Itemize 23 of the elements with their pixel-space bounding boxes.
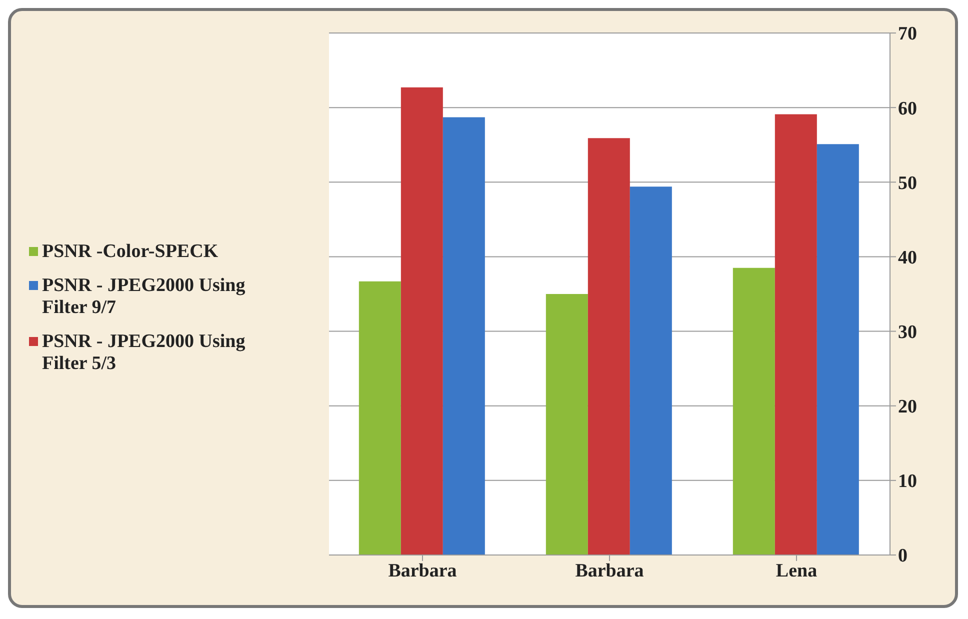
y-tick-label: 60 (898, 98, 917, 120)
y-tick-label: 10 (898, 471, 917, 492)
bar (358, 281, 401, 555)
x-tick-label: Barbara (388, 560, 458, 582)
y-tick-label: 70 (898, 24, 917, 45)
x-tick-label: Barbara (575, 560, 644, 582)
bar (774, 114, 817, 555)
bar (588, 138, 630, 555)
y-tick-label: 0 (898, 546, 908, 567)
bar (630, 186, 672, 555)
bar (546, 294, 588, 555)
x-tick-label: Lena (776, 560, 818, 582)
bar (400, 87, 443, 555)
y-tick-label: 40 (898, 247, 917, 268)
bar (732, 268, 775, 555)
bar (816, 144, 859, 555)
legend-label: PSNR - JPEG2000 Using Filter 5/3 (42, 331, 246, 375)
bar (442, 117, 485, 555)
y-tick-label: 20 (898, 396, 917, 418)
legend-label: PSNR -Color-SPECK (42, 241, 218, 263)
legend-label: PSNR - JPEG2000 Using Filter 9/7 (42, 275, 246, 319)
y-tick-label: 50 (898, 172, 917, 194)
y-tick-label: 30 (898, 322, 917, 344)
